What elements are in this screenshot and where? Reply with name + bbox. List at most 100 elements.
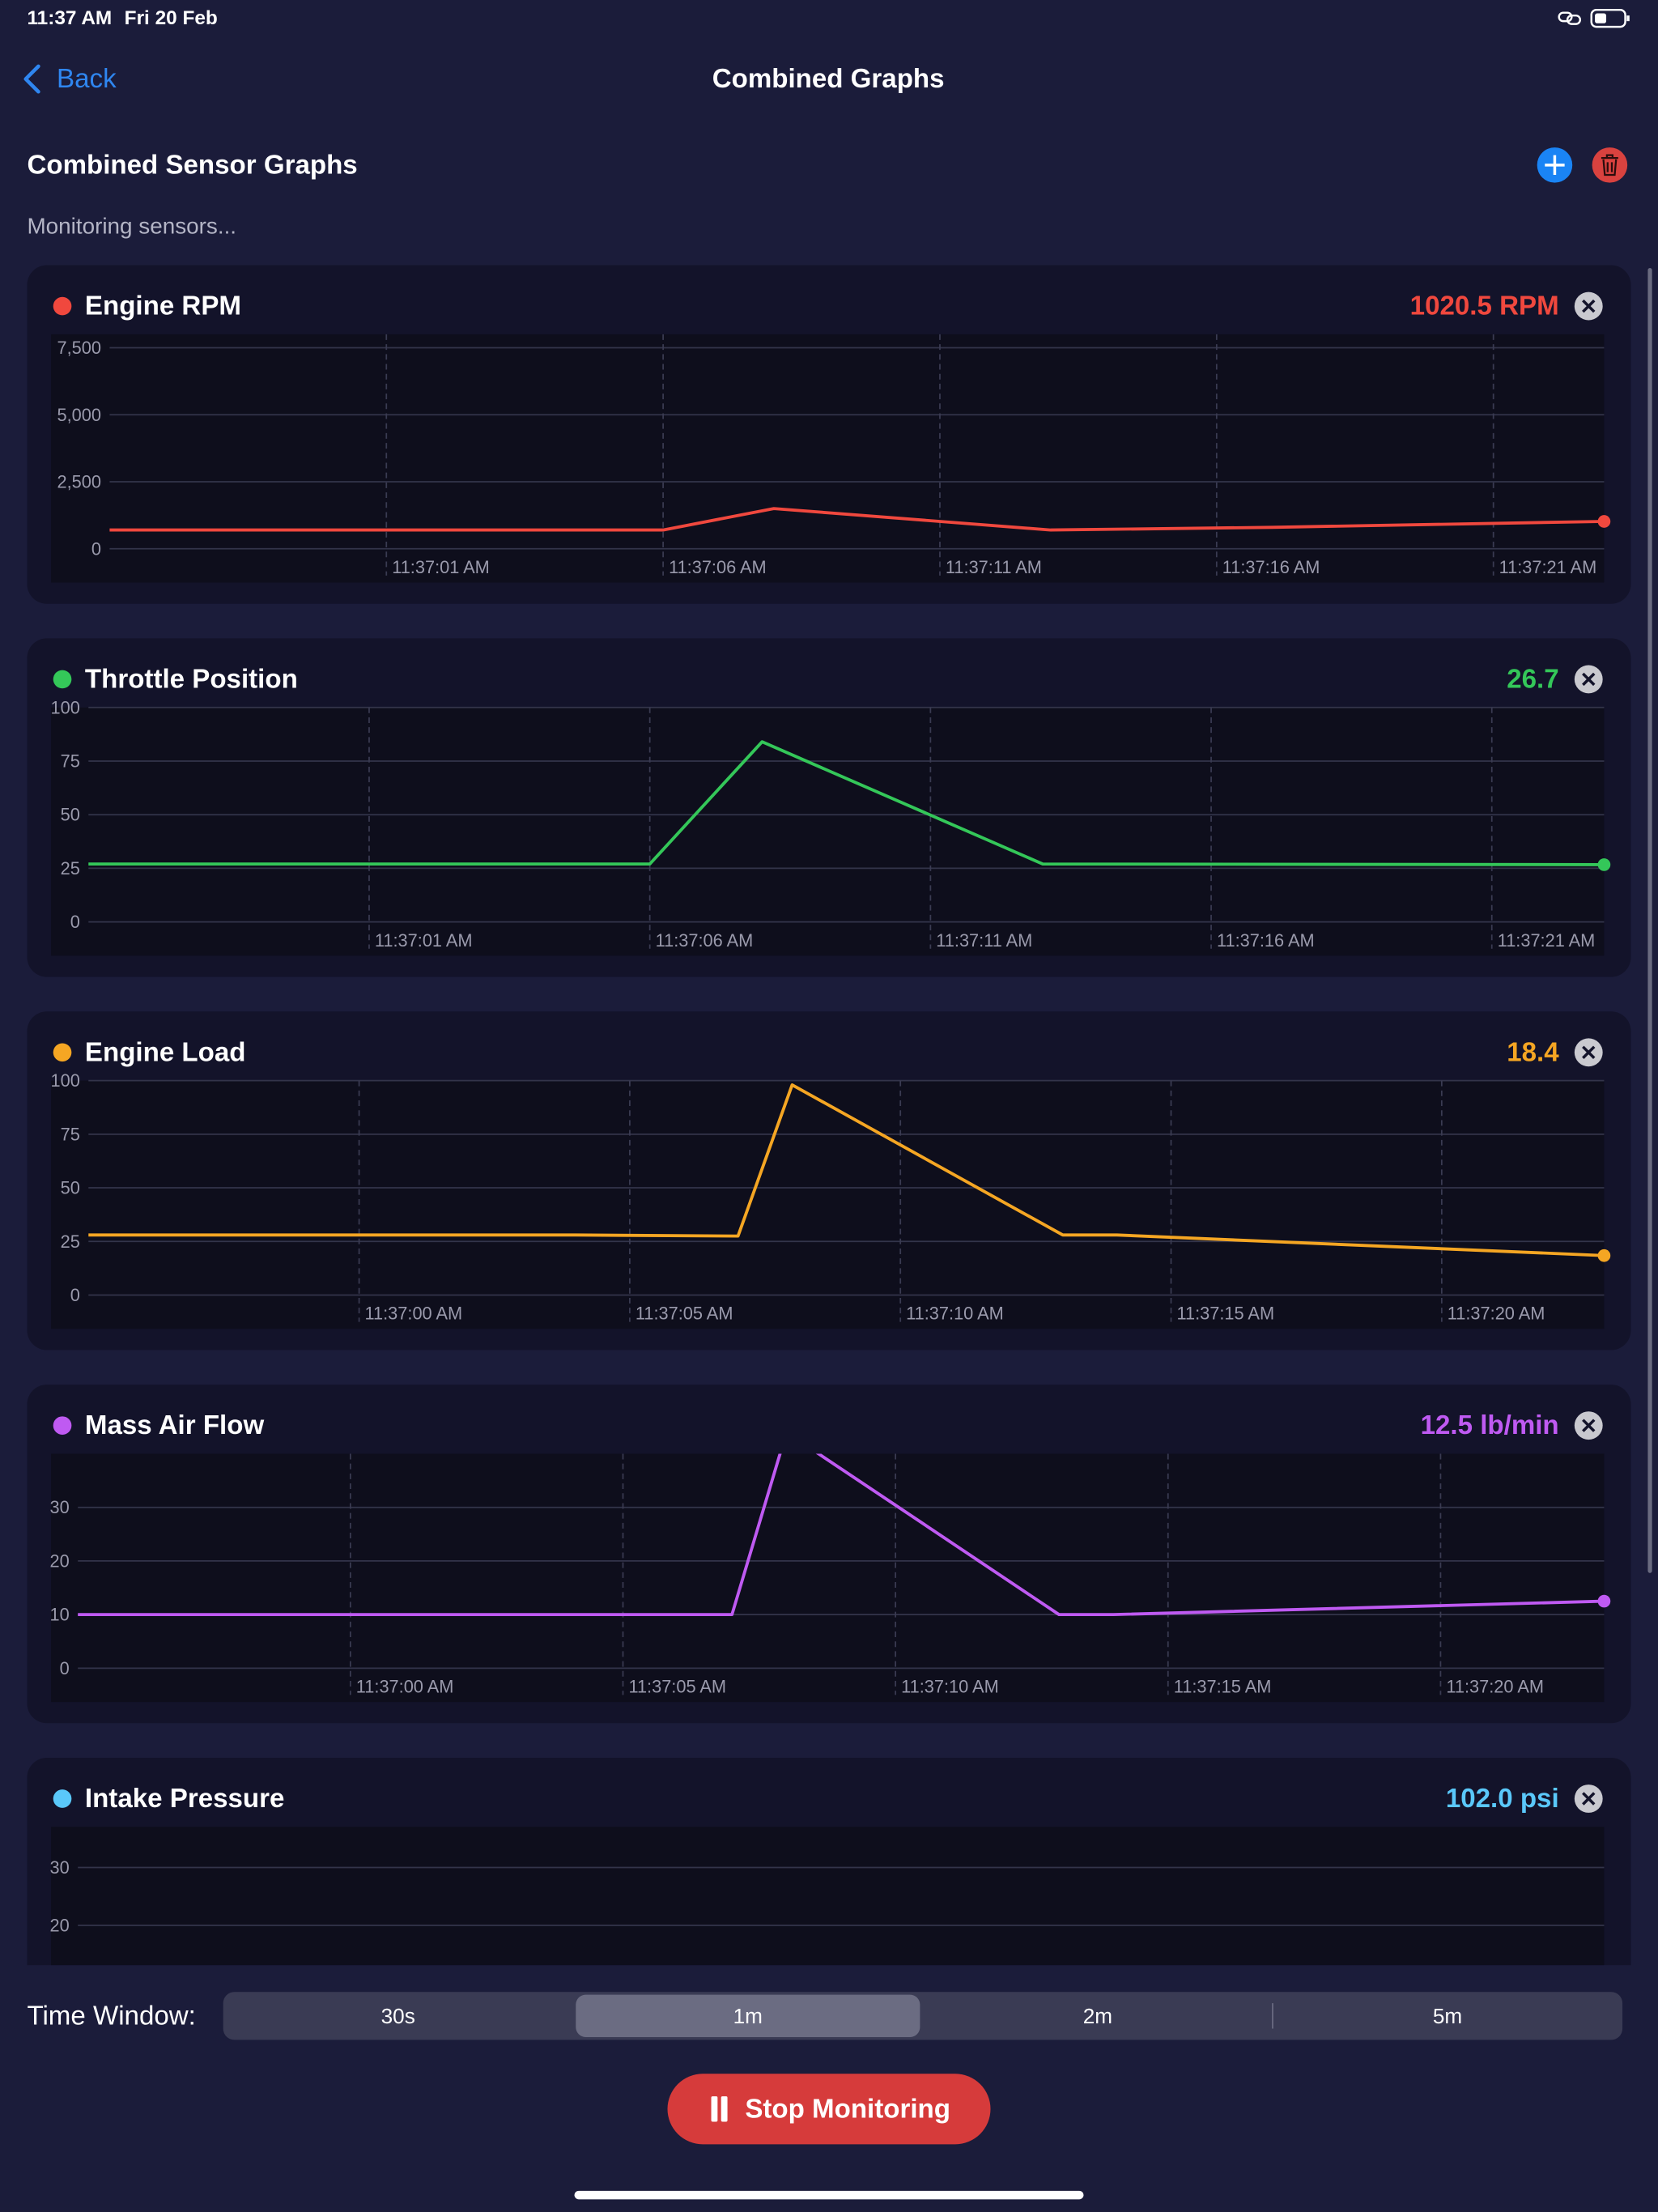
x-tick-label: 11:37:15 AM (1174, 1676, 1272, 1696)
remove-cross (1582, 1419, 1596, 1432)
segment[interactable]: 30s (381, 2004, 415, 2028)
delete-button[interactable] (1592, 147, 1628, 183)
status-time: 11:37 AM (27, 7, 112, 29)
y-tick-label: 25 (61, 858, 80, 878)
sensor-dot (53, 1043, 72, 1062)
sensor-dot (53, 296, 72, 316)
y-tick-label: 0 (91, 538, 101, 559)
plot-background (51, 707, 1605, 956)
plot-background (51, 1080, 1605, 1329)
time-window-label: Time Window: (27, 2001, 195, 2031)
y-tick-label: 0 (70, 912, 80, 932)
x-tick-label: 11:37:21 AM (1498, 930, 1596, 951)
segment-label: 5m (1433, 2004, 1462, 2028)
data-line (109, 507, 1605, 532)
plot-background (51, 1453, 1605, 1703)
remove-button[interactable] (1574, 665, 1603, 694)
sensor-title: Intake Pressure (85, 1784, 285, 1814)
back-label: Back (57, 64, 117, 94)
remove-cross (1582, 1045, 1596, 1059)
segment-selected (576, 1994, 920, 2037)
latest-point (1597, 858, 1611, 871)
stop-label: Stop Monitoring (745, 2094, 950, 2124)
latest-point (1597, 515, 1611, 528)
x-tick-label: 11:37:15 AM (1176, 1304, 1274, 1324)
segment-label: 2m (1083, 2004, 1112, 2028)
y-tick-label: 30 (50, 1497, 70, 1517)
y-tick-label: 0 (60, 1658, 70, 1678)
segmented-control (223, 1992, 1623, 2040)
y-tick-label: 20 (50, 1916, 70, 1936)
back-chevron (23, 64, 40, 94)
section-title: Combined Sensor Graphs (27, 150, 357, 180)
x-tick-label: 11:37:20 AM (1446, 1676, 1544, 1696)
data-line (78, 1453, 1605, 1617)
remove-cross (1582, 672, 1596, 687)
data-line (88, 1083, 1605, 1257)
remove-button[interactable] (1574, 1411, 1603, 1440)
remove-button[interactable] (1574, 1038, 1603, 1067)
sensor-readout: 26.7 (1507, 664, 1558, 694)
y-tick-label: 50 (61, 1178, 80, 1198)
segment[interactable]: 1m (576, 1994, 920, 2037)
data-line (88, 740, 1605, 866)
x-tick-label: 11:37:01 AM (392, 557, 490, 577)
sensor-readout: 1020.5 RPM (1410, 291, 1559, 321)
latest-point (1597, 1249, 1611, 1262)
scrollbar (1647, 268, 1652, 1573)
segment[interactable]: 2m (1083, 2004, 1112, 2028)
y-tick-label: 25 (61, 1231, 80, 1252)
latest-point (1597, 1594, 1611, 1608)
stop-button[interactable]: Stop Monitoring (667, 2074, 991, 2145)
status-icons (1558, 8, 1630, 28)
x-tick-label: 11:37:11 AM (946, 557, 1042, 577)
y-tick-label: 30 (50, 1857, 70, 1878)
sensor-dot (53, 1416, 72, 1435)
y-tick-label: 100 (50, 1070, 79, 1091)
x-tick-label: 11:37:00 AM (356, 1676, 454, 1696)
x-tick-label: 11:37:06 AM (656, 930, 754, 951)
y-tick-label: 5,000 (57, 405, 100, 425)
back-button[interactable]: Back (23, 64, 117, 94)
sensor-dot (53, 670, 72, 689)
x-tick-label: 11:37:06 AM (669, 557, 767, 577)
x-tick-label: 11:37:21 AM (1499, 557, 1597, 577)
sensor-title: Engine Load (85, 1037, 246, 1067)
add-button[interactable] (1537, 147, 1573, 183)
remove-button[interactable] (1574, 1784, 1603, 1813)
x-tick-label: 11:37:10 AM (901, 1676, 999, 1696)
sensor-dot (53, 1789, 72, 1808)
sensor-card: Mass Air Flow 12.5 lb/min 0 10 20 30 11:37:00 … (27, 1385, 1631, 1724)
sensor-card: Engine Load 18.4 0 25 50 75 100 11:37:00 AM 11:3… (27, 1011, 1631, 1351)
sensor-title: Mass Air Flow (85, 1410, 265, 1440)
sensor-readout: 12.5 lb/min (1421, 1410, 1559, 1440)
status-date: Fri 20 Feb (125, 7, 218, 29)
y-tick-label: 50 (61, 805, 80, 825)
x-tick-label: 11:37:01 AM (375, 930, 473, 951)
status-text: Monitoring sensors... (27, 213, 236, 238)
y-tick-label: 10 (50, 1605, 70, 1625)
y-tick-label: 20 (50, 1551, 70, 1571)
sensor-card: Throttle Position 26.7 0 25 50 75 100 11:37:01 … (27, 638, 1631, 977)
x-tick-label: 11:37:00 AM (365, 1304, 463, 1324)
y-tick-label: 0 (70, 1285, 80, 1305)
x-tick-label: 11:37:20 AM (1448, 1304, 1545, 1324)
sensor-readout: 18.4 (1507, 1037, 1559, 1067)
remove-cross (1582, 1792, 1596, 1806)
x-tick-label: 11:37:16 AM (1222, 557, 1320, 577)
x-tick-label: 11:37:05 AM (636, 1304, 733, 1324)
segment[interactable]: 5m (1433, 2004, 1462, 2028)
y-tick-label: 75 (61, 751, 80, 771)
plot-background (51, 334, 1605, 583)
plot-background (51, 1827, 1605, 1966)
sensor-card: Intake Pressure 102.0 psi 20 30 (27, 1757, 1631, 1966)
y-tick-label: 2,500 (57, 472, 100, 492)
sensor-readout: 102.0 psi (1446, 1784, 1559, 1814)
y-tick-label: 100 (50, 697, 79, 717)
segment-label: 30s (381, 2004, 415, 2028)
remove-button[interactable] (1574, 291, 1603, 321)
x-tick-label: 11:37:10 AM (906, 1304, 1004, 1324)
sensor-title: Engine RPM (85, 291, 241, 321)
